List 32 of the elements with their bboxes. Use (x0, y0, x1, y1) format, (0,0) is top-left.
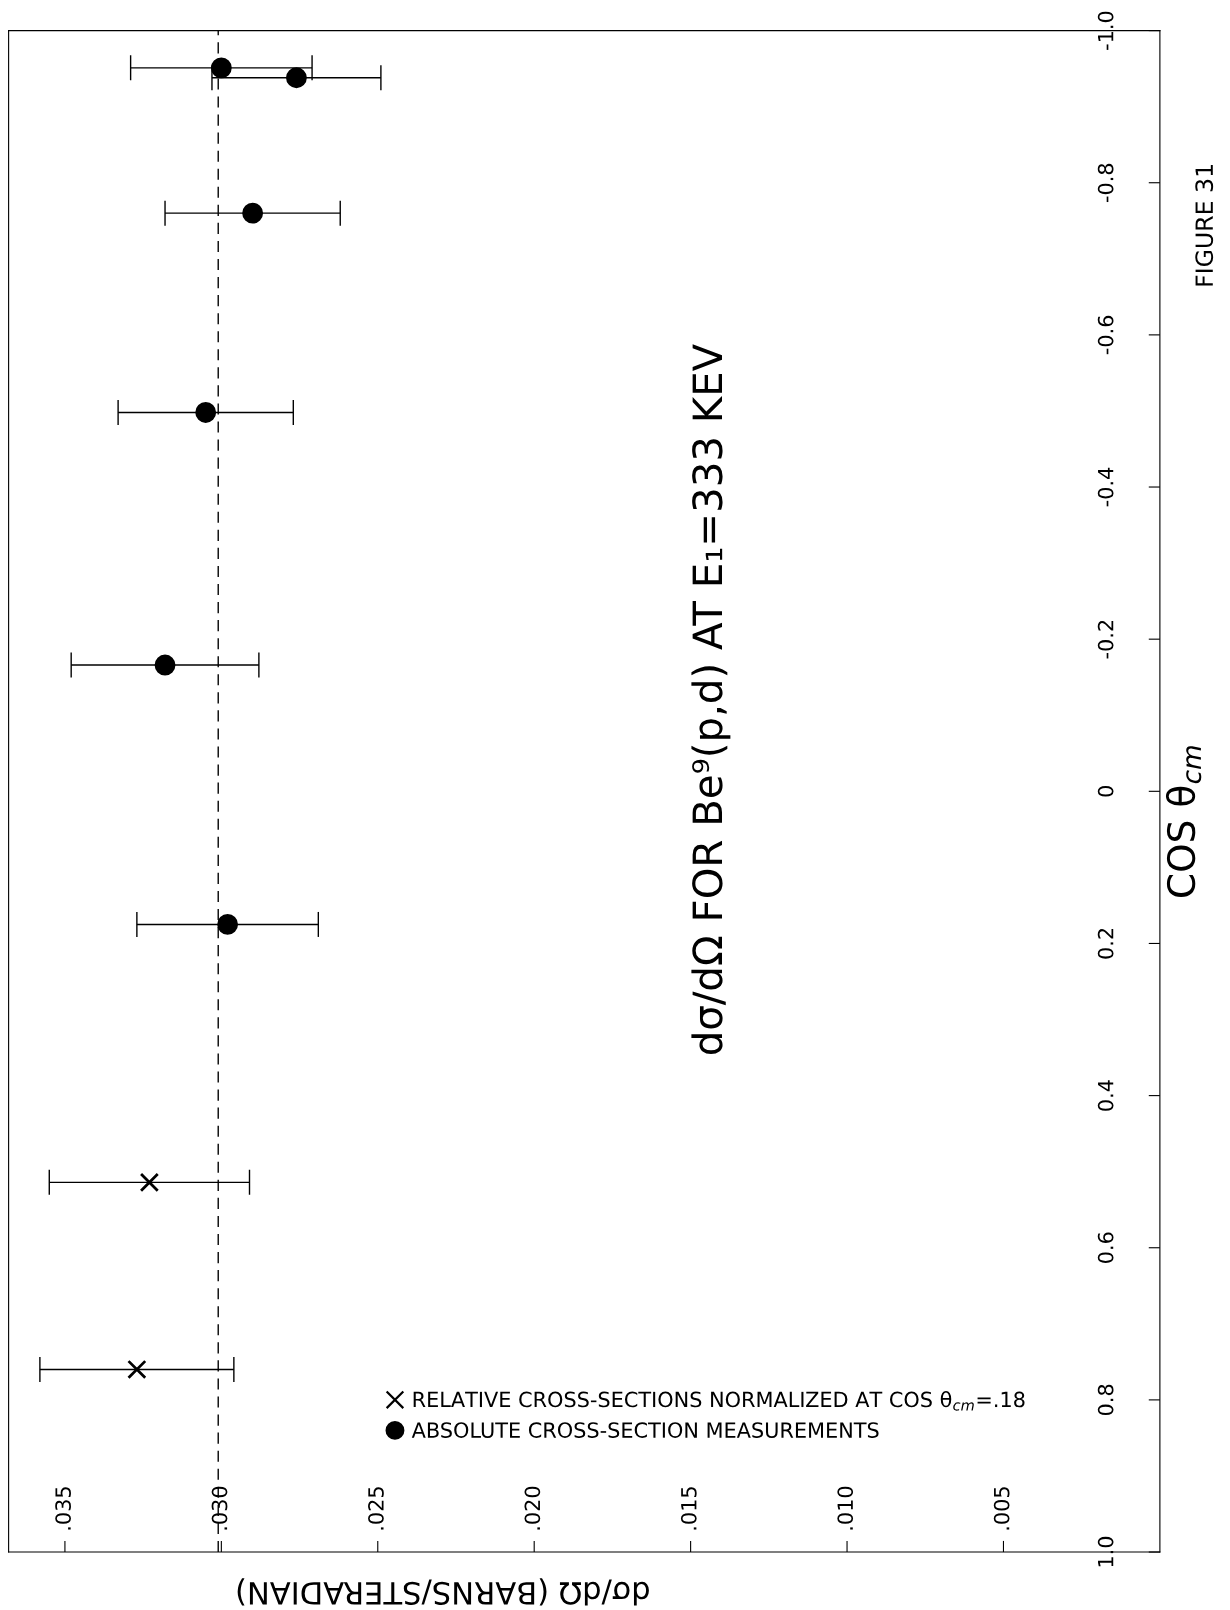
x-tick-label: .035 (55, 1487, 71, 1530)
y-tick-label: 0.8 (1097, 1384, 1114, 1416)
point (217, 914, 239, 935)
point (139, 1172, 160, 1193)
y-tick-label: 1.0 (1097, 1536, 1114, 1567)
y-tick-label: -0.2 (1097, 620, 1114, 659)
x-tick-label: .030 (211, 1486, 228, 1530)
y-tick-label: 0.2 (1097, 928, 1114, 959)
y-axis-title: COS θ$_{cm}$ (1165, 746, 1202, 897)
x-tick-label: .005 (993, 1487, 1010, 1530)
caption: FIGURE 31 (1195, 165, 1214, 286)
y-tick-label: -1.0 (1097, 11, 1114, 50)
y-tick-label: -0.4 (1097, 467, 1114, 507)
x-tick-label: .020 (524, 1486, 541, 1530)
legend-label: ABSOLUTE CROSS-SECTION MEASUREMENTS (411, 1422, 879, 1438)
point (195, 402, 217, 423)
y-tick-label: 0 (1097, 786, 1114, 797)
x-tick-label: .025 (368, 1487, 384, 1530)
point (242, 202, 264, 224)
y-tick-label: 0.4 (1097, 1080, 1114, 1111)
legend-label: RELATIVE CROSS-SECTIONS NORMALIZED AT COS θ$_{cm}$=.18 (413, 1391, 1025, 1411)
point (154, 654, 176, 676)
text: dσ/dΩ FOR Be⁹(p,d) AT E₁=333 KEV (691, 344, 731, 1055)
x-tick-label: .010 (837, 1486, 854, 1530)
point (286, 67, 307, 89)
x-axis-title: dσ/dΩ (BARNS/STERADIAN) (237, 1578, 649, 1606)
point (210, 57, 232, 79)
y-tick-label: 0.6 (1097, 1232, 1114, 1263)
point (127, 1359, 147, 1380)
y-tick-label: -0.6 (1097, 315, 1114, 355)
y-tick-label: -0.8 (1097, 163, 1114, 203)
x-tick-label: .015 (680, 1487, 697, 1530)
